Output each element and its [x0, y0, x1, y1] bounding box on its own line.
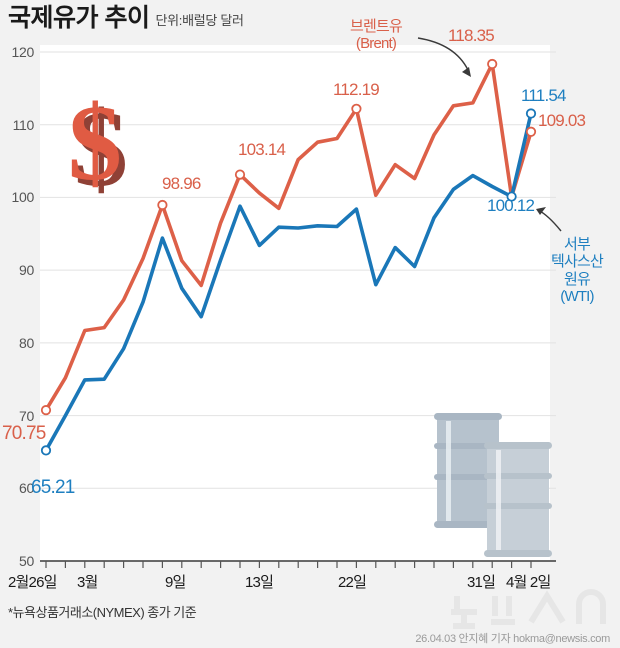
- y-tick-70: 70: [19, 408, 34, 424]
- label-wti-start: 65.21: [31, 477, 75, 498]
- label-brent-start: 70.75: [2, 423, 46, 444]
- wti-series-label: 서부 텍사스산 원유 (WTI): [551, 236, 604, 305]
- y-tick-80: 80: [19, 335, 34, 351]
- wti-line: [44, 111, 533, 453]
- x-tick-22: 22일: [338, 574, 367, 591]
- y-tick-50: 50: [19, 553, 34, 569]
- brent-line: [44, 62, 533, 412]
- label-brent-98: 98.96: [162, 174, 201, 193]
- newsis-watermark: [451, 589, 606, 629]
- chart-header: 국제유가 추이 단위:배럴당 달러: [8, 6, 244, 31]
- x-tick-13: 13일: [245, 574, 274, 591]
- y-tick-100: 100: [11, 189, 35, 205]
- source-note: *뉴욕상품거래소(NYMEX) 종가 기준: [8, 605, 197, 620]
- label-brent-118: 118.35: [448, 26, 495, 45]
- label-brent-103: 103.14: [238, 140, 286, 159]
- dollar-sign-graphic: $ $: [68, 84, 128, 209]
- data-point-markers: [40, 58, 537, 456]
- x-tick-mar: 3월: [77, 574, 98, 591]
- page-title: 국제유가 추이: [8, 4, 150, 32]
- y-tick-110: 110: [12, 117, 35, 133]
- label-brent-end: 109.03: [538, 111, 586, 130]
- wti-series-label-line3: 원유: [564, 270, 591, 288]
- x-tick-31: 31일: [467, 574, 496, 591]
- credit-line: 26.04.03 안지혜 기자 hokma@newsis.com: [415, 633, 610, 645]
- oil-barrels-graphic: [434, 413, 552, 557]
- x-tick-apr2: 4월 2일: [506, 574, 551, 591]
- brent-series-label-line1: 브렌트유: [350, 18, 403, 35]
- label-brent-112: 112.19: [333, 80, 380, 99]
- label-wti-end: 111.54: [521, 86, 566, 105]
- wti-series-label-line4: (WTI): [560, 287, 594, 305]
- y-tick-60: 60: [19, 480, 34, 496]
- wti-series-label-line2: 텍사스산: [551, 253, 604, 271]
- x-tick-feb26: 2월26일: [8, 574, 57, 591]
- label-wti-100: 100.12: [487, 196, 535, 215]
- wti-arrow-head: [536, 207, 546, 215]
- svg-text:$: $: [68, 84, 122, 203]
- y-tick-120: 120: [11, 44, 35, 60]
- wti-series-label-line1: 서부: [564, 236, 591, 253]
- brent-series-label-line2: (Brent): [355, 35, 397, 53]
- y-tick-90: 90: [19, 262, 34, 278]
- unit-label: 단위:배럴당 달러: [155, 13, 244, 28]
- brent-arrow-head: [462, 67, 471, 77]
- svg-text:$: $: [74, 90, 128, 209]
- brent-annotation-arrow: [417, 37, 469, 71]
- x-axis-ticks: [45, 561, 532, 568]
- brent-series-label: 브렌트유 (Brent): [350, 18, 403, 53]
- x-tick-9: 9일: [165, 574, 186, 591]
